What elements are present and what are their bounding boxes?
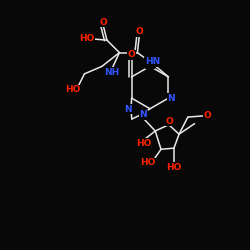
Text: N: N (168, 94, 175, 102)
Text: N: N (124, 105, 132, 114)
Text: HO: HO (140, 158, 156, 167)
Text: O: O (99, 18, 107, 27)
Text: HO: HO (166, 163, 182, 172)
Text: O: O (128, 50, 136, 59)
Text: HN: HN (145, 58, 160, 66)
Text: N: N (140, 110, 147, 120)
Text: O: O (204, 112, 211, 120)
Text: O: O (136, 27, 143, 36)
Text: HO: HO (79, 34, 94, 43)
Text: O: O (166, 117, 173, 126)
Text: N: N (146, 60, 154, 69)
Text: NH: NH (104, 68, 119, 77)
Text: HO: HO (136, 139, 152, 148)
Text: HO: HO (65, 85, 80, 94)
